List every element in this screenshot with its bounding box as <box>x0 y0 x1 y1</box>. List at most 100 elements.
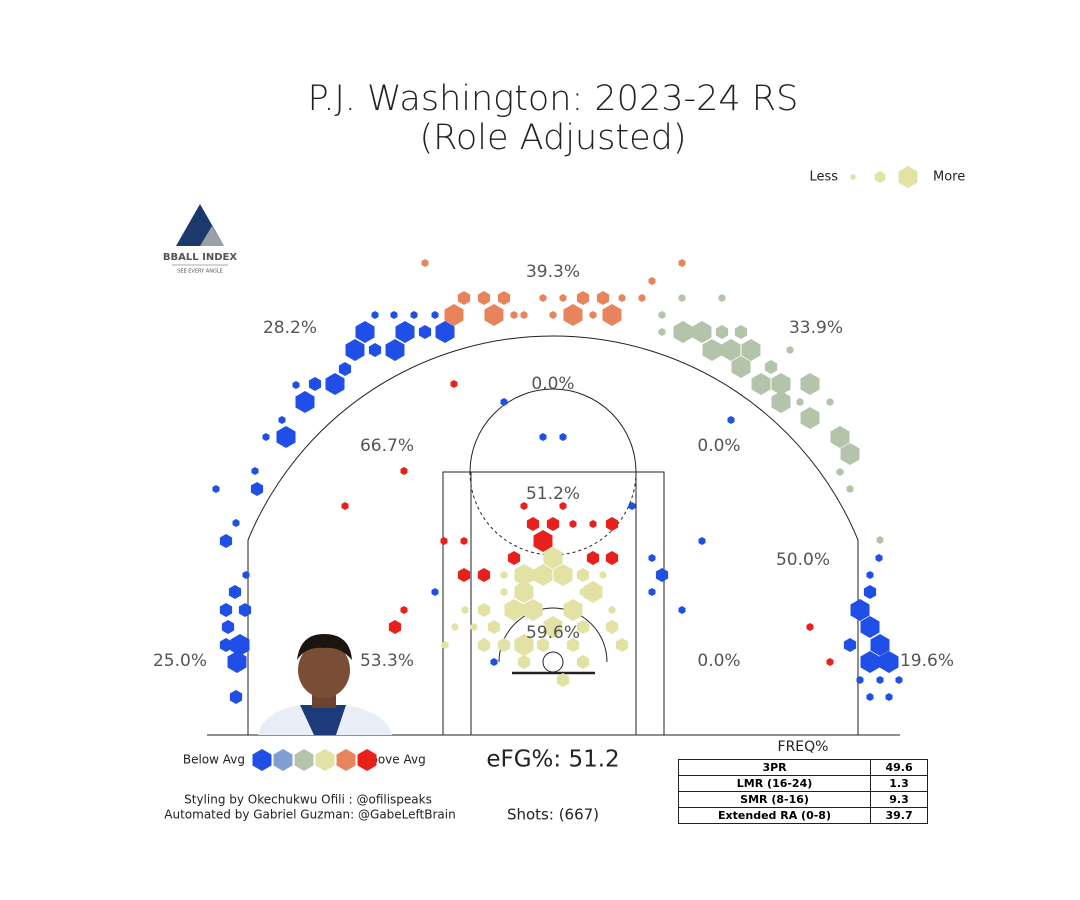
shot-hex <box>546 517 560 531</box>
shots: Shots: (667) <box>507 806 599 824</box>
shot-hex <box>400 467 408 475</box>
size-legend-less: Less <box>809 170 838 185</box>
shot-hex <box>563 599 583 621</box>
shot-hex <box>477 568 491 582</box>
shot-hex <box>517 655 531 669</box>
shot-hex <box>576 655 590 669</box>
shot-hex <box>543 547 563 569</box>
zone-label: 33.9% <box>789 318 843 338</box>
shot-hex <box>628 502 636 510</box>
shot-hex <box>533 564 553 586</box>
shot-hex <box>418 325 432 339</box>
shot-hex <box>678 294 686 302</box>
shot-hex <box>500 588 508 596</box>
shot-hex <box>678 606 686 614</box>
color-legend-hex <box>252 749 272 771</box>
shot-hex <box>355 321 375 343</box>
shot-hex <box>860 651 880 673</box>
shot-hex <box>431 311 439 319</box>
shot-hex <box>589 311 597 319</box>
shot-hex <box>431 588 439 596</box>
shot-hex <box>879 651 899 673</box>
shot-hex <box>596 291 610 305</box>
shot-hex <box>242 571 250 579</box>
size-legend-more: More <box>933 170 965 185</box>
shot-hex <box>440 537 448 545</box>
logo: BBALL INDEX SEE EVERY ANGLE <box>163 204 237 275</box>
table-row: SMR (8-16) 9.3 <box>677 791 928 808</box>
shot-hex <box>212 485 220 493</box>
shot-hex <box>232 519 240 527</box>
shot-hex <box>276 426 296 448</box>
size-legend-hex <box>850 174 856 180</box>
shot-hex <box>338 362 352 376</box>
shot-hex <box>368 343 382 357</box>
color-legend-hex <box>273 749 293 771</box>
shot-hex <box>566 638 580 652</box>
table-cell: Extended RA (0-8) <box>677 807 872 824</box>
logo-name: BBALL INDEX <box>163 252 237 263</box>
table-cell: SMR (8-16) <box>677 791 872 808</box>
shot-hex <box>830 426 850 448</box>
shot-hex <box>856 676 864 684</box>
table-cell: 49.6 <box>870 759 928 776</box>
shot-hex <box>388 620 402 634</box>
table-cell: 9.3 <box>870 791 928 808</box>
shot-hex <box>870 634 890 656</box>
shot-hex <box>608 606 616 614</box>
shot-hex <box>605 620 619 634</box>
shot-hex <box>602 304 622 326</box>
shot-hex <box>648 554 656 562</box>
zone-label: 25.0% <box>153 651 207 671</box>
table-row: Extended RA (0-8) 39.7 <box>677 807 928 824</box>
shot-hex <box>673 321 693 343</box>
shot-hex <box>648 588 656 596</box>
logo-tagline: SEE EVERY ANGLE <box>177 269 223 275</box>
shot-hex <box>715 325 729 339</box>
shot-hex <box>771 391 791 413</box>
shot-hex <box>500 571 508 579</box>
shot-hex <box>599 571 607 579</box>
shot-hex <box>510 311 518 319</box>
shot-hex <box>421 259 429 267</box>
hex-layer <box>212 259 903 704</box>
shot-hex <box>514 581 534 603</box>
shot-hex <box>586 551 600 565</box>
shot-hex <box>875 554 883 562</box>
color-legend-above: Above Avg <box>362 753 426 767</box>
shot-hex <box>589 520 597 528</box>
shot-hex <box>451 623 459 631</box>
zone-label: 59.6% <box>526 623 580 643</box>
shot-hex <box>559 433 567 441</box>
shot-hex <box>786 346 794 354</box>
shot-hex <box>618 294 626 302</box>
shot-hex <box>504 599 524 621</box>
shot-hex <box>457 291 471 305</box>
shot-hex <box>731 356 751 378</box>
table-cell: 1.3 <box>870 775 928 792</box>
shot-hex <box>371 311 379 319</box>
shot-hex <box>410 311 418 319</box>
zone-label: 51.2% <box>526 484 580 504</box>
shot-hex <box>520 311 528 319</box>
shot-hex <box>219 603 233 617</box>
shot-hex <box>390 311 398 319</box>
zone-label: 53.3% <box>360 651 414 671</box>
shot-hex <box>576 620 590 634</box>
shot-hex <box>435 321 455 343</box>
shot-hex <box>741 339 761 361</box>
shot-hex <box>751 373 771 395</box>
size-legend-hex <box>874 171 886 183</box>
shot-hex <box>228 585 242 599</box>
table-cell: 39.7 <box>870 807 928 824</box>
shot-hex <box>658 311 666 319</box>
shot-hex <box>497 638 511 652</box>
shot-hex <box>520 502 528 510</box>
shot-hex <box>477 638 491 652</box>
shot-hex <box>836 468 844 476</box>
shot-hex <box>461 606 469 614</box>
shot-hex <box>579 588 587 596</box>
shot-hex <box>764 360 778 374</box>
